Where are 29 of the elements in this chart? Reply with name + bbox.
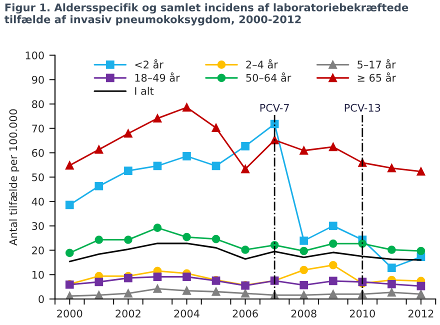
y-tick-label: 80 xyxy=(32,100,44,108)
x-tick-label: 2010 xyxy=(350,310,375,318)
y-tick-label: 10 xyxy=(32,270,44,279)
y-tick-label: 90 xyxy=(32,76,44,84)
x-tick-label: 2002 xyxy=(116,310,140,318)
legend-label: <2 år xyxy=(135,59,164,69)
x-tick-label: 2004 xyxy=(174,310,200,318)
y-tick-label: 0 xyxy=(38,295,44,304)
chart-title: Figur 1. Aldersspecifik og samlet incidens af laboratoriebekræftede tilfælde af invasiv pneumokoksygdom, 2000-2012 xyxy=(4,3,408,26)
legend-label: 5–17 år xyxy=(358,59,396,69)
x-tick-label: 2006 xyxy=(232,310,258,318)
x-tick-label: 2008 xyxy=(291,310,316,318)
y-tick-label: 60 xyxy=(32,148,44,157)
ref-line-label: PCV-7 xyxy=(260,104,289,112)
legend-label: 50–64 år xyxy=(246,72,292,82)
x-tick-label: 2000 xyxy=(57,310,82,318)
y-axis-title: Antal tilfælde per 100.000 xyxy=(9,109,20,246)
legend-label: I alt xyxy=(135,86,154,95)
y-tick-label: 100 xyxy=(26,51,44,60)
legend-label: 18–49 år xyxy=(135,72,180,82)
y-tick-label: 40 xyxy=(32,198,44,206)
x-tick-label: 2012 xyxy=(408,310,434,318)
y-tick-label: 30 xyxy=(32,222,44,230)
legend-label: ≥ 65 år xyxy=(358,72,396,82)
y-tick-label: 20 xyxy=(32,246,44,254)
ref-line-label: PCV-13 xyxy=(344,104,380,112)
y-tick-label: 50 xyxy=(32,173,44,182)
legend-label: 2–4 år xyxy=(246,59,278,69)
y-tick-label: 70 xyxy=(32,124,44,132)
